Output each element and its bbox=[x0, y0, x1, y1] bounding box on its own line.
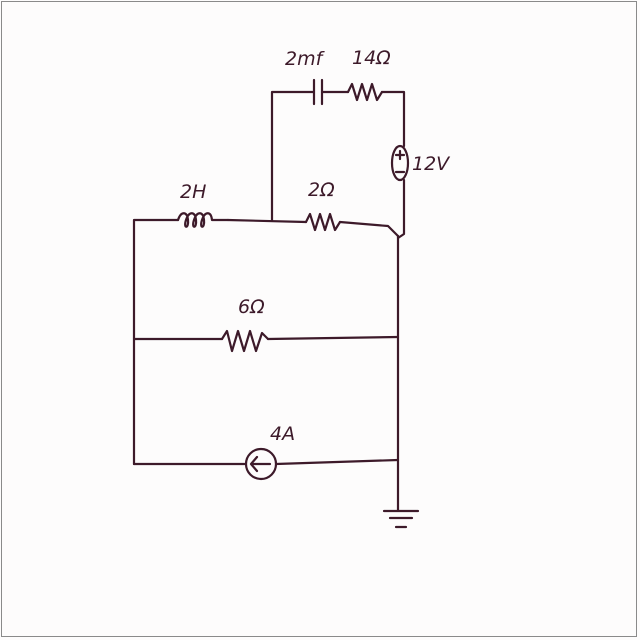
wire-bottom-right bbox=[274, 458, 400, 466]
resistor-2-ohm-label: 2Ω bbox=[308, 179, 335, 201]
capacitor-symbol bbox=[312, 78, 324, 106]
inductor-label: 2H bbox=[180, 181, 206, 203]
lower-branch bbox=[132, 329, 400, 353]
middle-branch bbox=[132, 212, 400, 466]
ground-symbol bbox=[382, 509, 420, 529]
top-branch bbox=[270, 78, 410, 240]
wire-left-top-corner bbox=[132, 218, 180, 466]
voltage-source-symbol bbox=[390, 144, 410, 182]
inductor-2h-symbol bbox=[176, 212, 230, 228]
current-source-symbol bbox=[244, 447, 278, 481]
bottom-branch bbox=[132, 447, 400, 481]
resistor-6-ohm-label: 6Ω bbox=[238, 296, 265, 318]
wire-source-to-node bbox=[396, 178, 406, 240]
wire-to-right-node bbox=[338, 220, 400, 238]
resistor-14-ohm-symbol bbox=[346, 82, 384, 102]
resistor-2-ohm-symbol bbox=[304, 212, 342, 232]
wire-lower-right bbox=[266, 335, 400, 341]
wire-top-right bbox=[380, 90, 406, 148]
resistor-14-ohm-label: 14Ω bbox=[352, 47, 391, 69]
resistor-6-ohm-symbol bbox=[220, 329, 270, 353]
wire-inductor-to-resistor bbox=[226, 218, 308, 224]
wire-top-left-vertical bbox=[270, 90, 316, 222]
current-source-label: 4A bbox=[270, 423, 295, 445]
capacitor-label: 2mf bbox=[285, 48, 326, 70]
voltage-source-label: 12V bbox=[412, 153, 451, 175]
